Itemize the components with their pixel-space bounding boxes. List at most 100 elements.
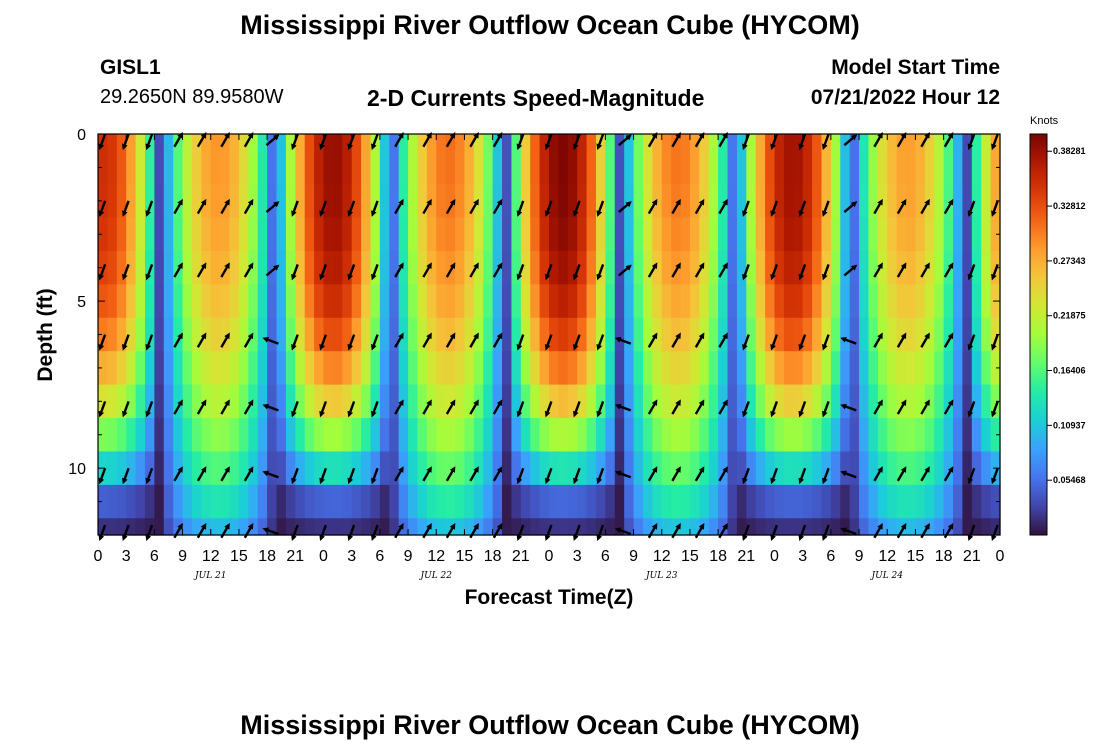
heatmap-cell (539, 317, 550, 352)
heatmap-cell (163, 134, 174, 152)
current-arrow (516, 200, 525, 217)
heatmap-cell (680, 184, 691, 219)
heatmap-cell (793, 384, 804, 419)
heatmap-cell (332, 351, 343, 386)
heatmap-cell (276, 518, 287, 536)
heatmap-cell (736, 250, 747, 285)
heatmap-cell (558, 418, 569, 453)
heatmap-cell (144, 317, 155, 352)
heatmap-cell (830, 217, 841, 252)
current-arrow (647, 399, 658, 415)
heatmap-cell (361, 317, 372, 352)
heatmap-cell (577, 317, 588, 352)
heatmap-cell (417, 351, 428, 386)
heatmap-cell (680, 384, 691, 419)
heatmap-cell (906, 451, 917, 486)
heatmap-cell (182, 217, 193, 252)
heatmap-cell (361, 217, 372, 252)
heatmap-cell (859, 384, 870, 419)
heatmap-cell (727, 484, 738, 519)
heatmap-cell (802, 217, 813, 252)
heatmap-cell (182, 418, 193, 453)
heatmap-cell (840, 317, 851, 352)
heatmap-cell (915, 317, 926, 352)
current-arrow (614, 403, 632, 412)
heatmap-cell (154, 451, 165, 486)
x-tick-label: 15 (907, 548, 925, 565)
heatmap-cell (163, 284, 174, 319)
current-arrow (492, 523, 503, 539)
heatmap-cell (426, 351, 437, 386)
heatmap-cell (370, 518, 381, 536)
heatmap-cell (98, 217, 108, 252)
heatmap-cell (624, 351, 635, 386)
colorbar: Knots 0.38281 0.32812 0.27343 0.21875 0.1640… (1029, 115, 1086, 536)
heatmap-cell (332, 134, 343, 152)
heatmap-cell (614, 150, 625, 185)
heatmap-cell (229, 484, 240, 519)
heatmap-cell (248, 150, 259, 185)
current-arrow (618, 264, 632, 277)
heatmap-cell (473, 184, 484, 219)
heatmap-cell (642, 184, 653, 219)
heatmap-cell (605, 217, 616, 252)
heatmap-cell (699, 217, 710, 252)
heatmap-cell (492, 418, 503, 453)
heatmap-cell (605, 351, 616, 386)
heatmap-cell (577, 217, 588, 252)
heatmap-cell (887, 184, 898, 219)
heatmap-cell (445, 284, 456, 319)
current-arrow (596, 467, 605, 485)
heatmap-cell (868, 384, 879, 419)
heatmap-cell (934, 184, 945, 219)
heatmap-cell (859, 217, 870, 252)
heatmap-cell (182, 184, 193, 219)
heatmap-cell (981, 384, 992, 419)
heatmap-cell (830, 451, 841, 486)
current-arrow (943, 132, 954, 148)
current-arrow (991, 401, 999, 418)
heatmap-cell (755, 518, 766, 536)
heatmap-cell (812, 317, 823, 352)
heatmap-cell (755, 284, 766, 319)
heatmap-cell (332, 518, 343, 536)
heatmap-cell (642, 150, 653, 185)
heatmap-cell (210, 134, 221, 152)
heatmap-cell (859, 284, 870, 319)
current-arrow (694, 399, 705, 415)
heatmap-cell (314, 317, 325, 352)
heatmap-cell (370, 184, 381, 219)
colorbar-label: 0.16406 (1053, 366, 1086, 376)
current-arrow (920, 523, 930, 539)
heatmap-cell (633, 284, 644, 319)
heatmap-cell (502, 250, 513, 285)
heatmap-cell (295, 284, 306, 319)
heatmap-cell (595, 217, 606, 252)
current-arrow (492, 399, 503, 415)
heatmap-cell (257, 384, 268, 419)
heatmap-cell (614, 184, 625, 219)
station-id: GISL1 (100, 56, 161, 79)
heatmap-cell (671, 484, 682, 519)
heatmap-cell (774, 184, 785, 219)
heatmap-cell (953, 418, 964, 453)
heatmap-cell (530, 150, 541, 185)
heatmap-cell (689, 384, 700, 419)
heatmap-cell (567, 451, 578, 486)
heatmap-cell (408, 518, 419, 536)
heatmap-cell (154, 351, 165, 386)
x-tick-label: 3 (798, 548, 807, 565)
x-date-label: JUL 21 (193, 571, 226, 581)
heatmap-cell (173, 484, 184, 519)
heatmap-cell (718, 150, 729, 185)
heatmap-cell (107, 384, 118, 419)
heatmap-cell (267, 184, 278, 219)
heatmap-cell (126, 284, 137, 319)
heatmap-cell (549, 418, 559, 453)
heatmap-cell (342, 150, 353, 185)
heatmap-cell (163, 217, 174, 252)
heatmap-cell (661, 217, 672, 252)
heatmap-cell (436, 317, 447, 352)
heatmap-cell (671, 351, 682, 386)
